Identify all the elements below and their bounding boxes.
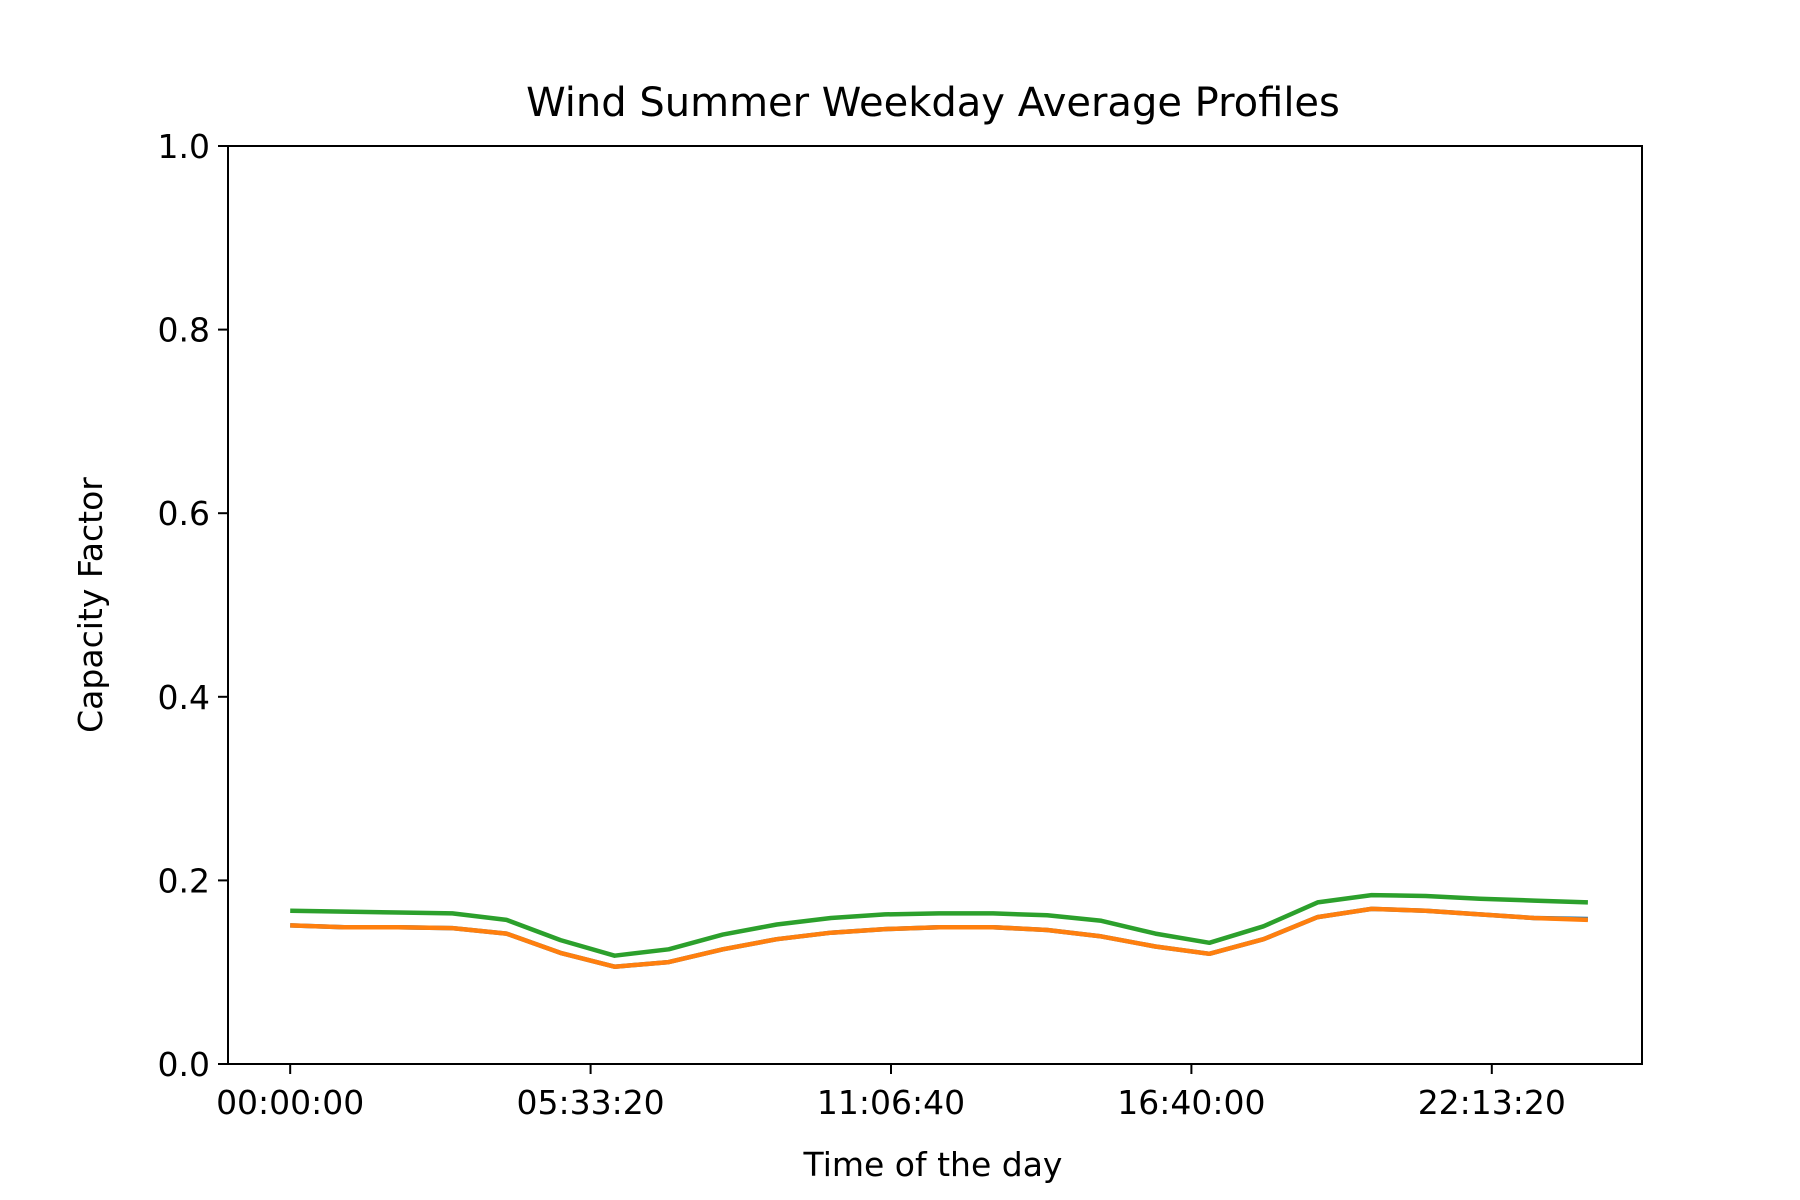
y-tick-label: 0.2 [158,861,210,900]
x-axis-title: Time of the day [803,1145,1063,1184]
y-tick-label: 1.0 [158,127,210,166]
x-tick-label: 11:06:40 [817,1083,965,1122]
y-tick-label: 0.0 [158,1045,210,1084]
x-tick-label: 16:40:00 [1117,1083,1265,1122]
y-tick-label: 0.4 [158,678,210,717]
plot-frame [227,145,1643,1065]
y-tick-label: 0.6 [158,494,210,533]
x-tick-label: 00:00:00 [216,1083,364,1122]
x-axis: 00:00:00 05:33:20 11:06:40 16:40:00 22:13:20 [216,1064,1566,1122]
series-layer [290,892,1588,969]
y-tick-label: 0.8 [158,311,210,350]
x-tick-label: 05:33:20 [516,1083,664,1122]
series-line-2 [290,906,1588,969]
chart-title: Wind Summer Weekday Average Profiles [526,80,1340,126]
series-line-3 [290,892,1588,958]
x-tick-label: 22:13:20 [1418,1083,1566,1122]
y-axis-title: Capacity Factor [71,477,110,733]
y-axis: 0.0 0.2 0.4 0.6 0.8 1.0 [158,127,228,1084]
